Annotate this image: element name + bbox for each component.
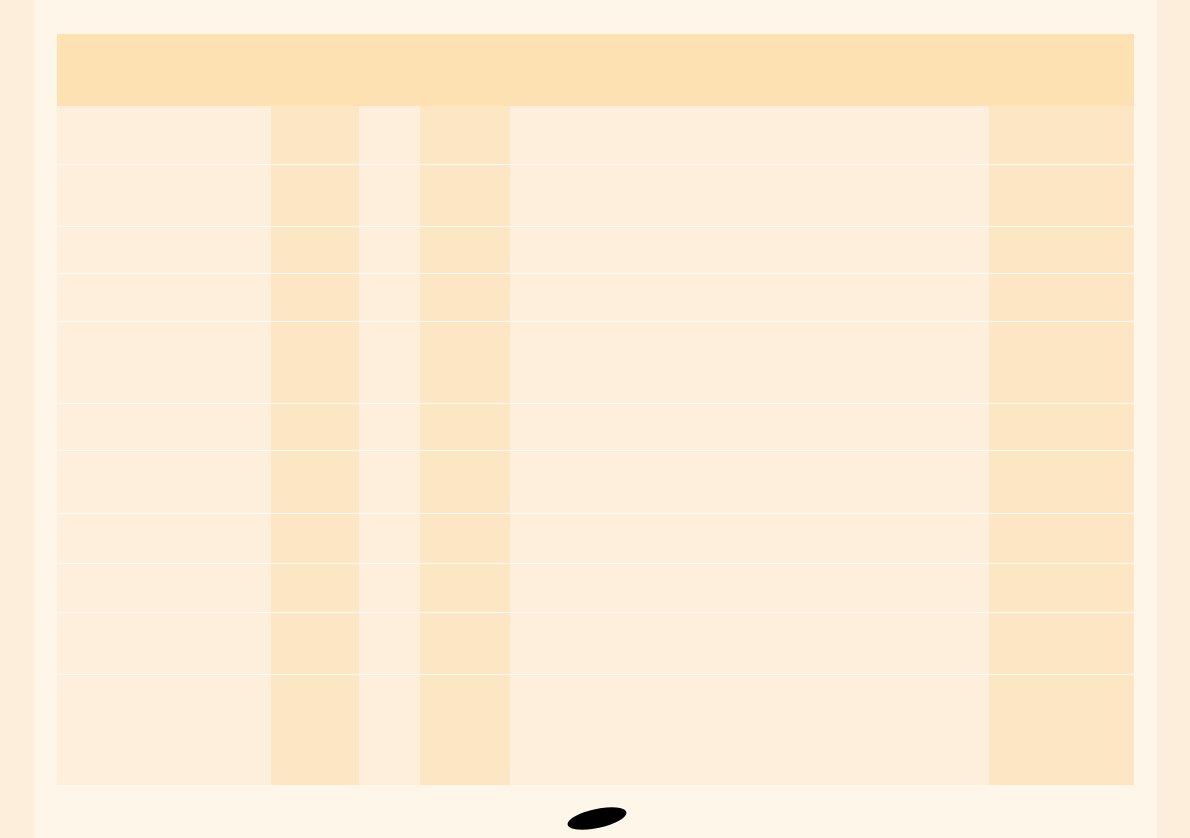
table-cell [510, 514, 989, 563]
table-cell [420, 165, 510, 226]
table-row [57, 273, 1134, 321]
table-cell [57, 514, 271, 563]
table-cell [57, 274, 271, 321]
table-cell [420, 451, 510, 513]
table-cell [57, 613, 271, 674]
table-cell [420, 613, 510, 674]
table-cell [989, 227, 1134, 273]
table-cell [989, 514, 1134, 563]
table-row [57, 164, 1134, 226]
table-row [57, 450, 1134, 513]
table-cell [989, 274, 1134, 321]
table-cell [57, 165, 271, 226]
table-cell [57, 451, 271, 513]
table-cell [57, 564, 271, 612]
table-cell [359, 514, 420, 563]
table-cell [271, 675, 359, 785]
table-cell [359, 613, 420, 674]
table-body [57, 106, 1134, 785]
table-row [57, 513, 1134, 563]
table-cell [359, 451, 420, 513]
table-cell [271, 106, 359, 164]
table-cell [420, 322, 510, 403]
table-cell [271, 564, 359, 612]
table-cell [420, 564, 510, 612]
table-cell [57, 106, 271, 164]
table-cell [510, 165, 989, 226]
table-cell [271, 514, 359, 563]
table-cell [989, 564, 1134, 612]
table-cell [359, 404, 420, 450]
right-margin-strip [1157, 0, 1190, 838]
table-cell [510, 227, 989, 273]
table-cell [359, 675, 420, 785]
table-cell [510, 322, 989, 403]
table-cell [989, 404, 1134, 450]
table-row [57, 563, 1134, 612]
table-cell [271, 404, 359, 450]
left-margin-strip [0, 0, 34, 838]
table-cell [510, 404, 989, 450]
table-cell [271, 274, 359, 321]
table-cell [57, 227, 271, 273]
table-cell [359, 274, 420, 321]
table [57, 34, 1134, 785]
table-cell [510, 564, 989, 612]
table-cell [359, 165, 420, 226]
table-cell [271, 451, 359, 513]
table-header [57, 34, 1134, 106]
table-cell [510, 274, 989, 321]
table-row [57, 321, 1134, 403]
table-cell [57, 322, 271, 403]
table-cell [57, 404, 271, 450]
table-cell [271, 227, 359, 273]
table-cell [989, 106, 1134, 164]
table-cell [271, 613, 359, 674]
table-row [57, 226, 1134, 273]
table-cell [420, 274, 510, 321]
table-cell [271, 322, 359, 403]
table-cell [989, 451, 1134, 513]
table-cell [420, 106, 510, 164]
table-cell [510, 451, 989, 513]
table-cell [989, 165, 1134, 226]
table-row [57, 106, 1134, 164]
table-cell [359, 227, 420, 273]
table-cell [989, 675, 1134, 785]
table-row [57, 403, 1134, 450]
table-cell [420, 227, 510, 273]
table-cell [510, 613, 989, 674]
table-cell [359, 106, 420, 164]
table-cell [510, 675, 989, 785]
table-cell [510, 106, 989, 164]
table-cell [420, 675, 510, 785]
table-cell [271, 165, 359, 226]
table-row [57, 612, 1134, 674]
table-cell [57, 675, 271, 785]
table-cell [420, 404, 510, 450]
table-cell [420, 514, 510, 563]
table-row [57, 674, 1134, 785]
table-cell [989, 322, 1134, 403]
table-cell [359, 322, 420, 403]
table-cell [989, 613, 1134, 674]
table-cell [359, 564, 420, 612]
black-ellipse-mark [565, 802, 629, 835]
